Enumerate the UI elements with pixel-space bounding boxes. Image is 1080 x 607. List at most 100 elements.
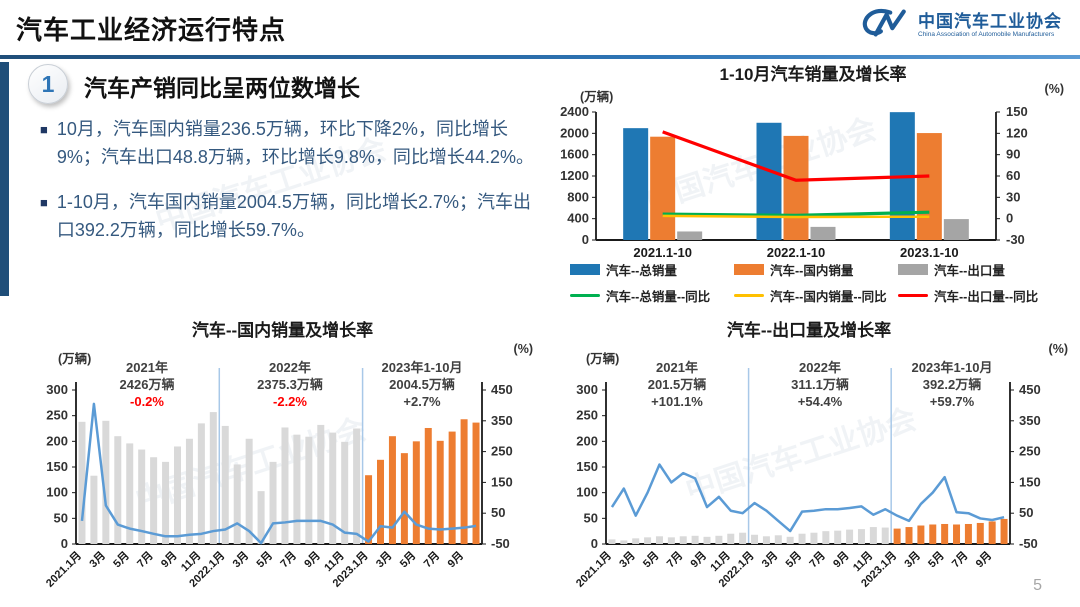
svg-text:150: 150: [576, 459, 598, 474]
svg-text:100: 100: [576, 485, 598, 500]
svg-text:7月: 7月: [949, 549, 970, 570]
svg-text:150: 150: [1019, 474, 1041, 489]
right-axis-unit: (%): [513, 342, 533, 356]
right-axis-unit: (%): [1048, 342, 1068, 356]
annotation-total: 201.5万辆: [647, 376, 707, 392]
svg-text:7月: 7月: [134, 549, 155, 570]
monthly-chart-canvas: 0 50 100 150 200 250 300 -50 50 150 250 350 450 2021.…: [573, 368, 1041, 590]
svg-text:5月: 5月: [397, 549, 418, 570]
legend-item: 汽车--总销量--同比: [570, 286, 734, 305]
annotation-total: 311.1万辆: [791, 376, 849, 392]
legend-label: 汽车--总销量--同比: [606, 290, 711, 304]
legend-swatch-green-line: [570, 293, 600, 298]
annotation-growth: -0.2%: [130, 393, 164, 409]
svg-text:3月: 3月: [373, 549, 394, 570]
svg-text:9月: 9月: [445, 549, 466, 570]
annotation-period: 2023年1-10月: [381, 360, 463, 375]
monthly-chart-canvas: 0 50 100 150 200 250 300 -50 50 150 250 350 450 2021.…: [43, 368, 513, 590]
svg-text:800: 800: [567, 189, 589, 204]
legend-item: 汽车--国内销量: [734, 260, 898, 279]
svg-text:-50: -50: [1019, 536, 1038, 551]
svg-text:-50: -50: [491, 536, 510, 551]
svg-text:150: 150: [1006, 106, 1028, 119]
svg-text:3月: 3月: [230, 549, 251, 570]
legend-swatch-gray-bar: [898, 264, 928, 275]
logo-name-cn: 中国汽车工业协会: [918, 11, 1062, 31]
bullet-list: 10月，汽车国内销量236.5万辆，环比下降2%，同比增长9%；汽车出口48.8…: [40, 116, 548, 262]
annotation-2022: 2022年 311.1万辆 +54.4%: [791, 360, 849, 411]
legend-item: 汽车--国内销量--同比: [734, 286, 898, 305]
svg-text:30: 30: [1006, 189, 1020, 204]
svg-text:250: 250: [491, 444, 513, 459]
svg-text:9月: 9月: [830, 549, 851, 570]
legend-label: 汽车--出口量--同比: [934, 290, 1039, 304]
svg-text:-30: -30: [1006, 232, 1025, 247]
annotation-2022: 2022年 2375.3万辆 -2.2%: [257, 360, 323, 411]
bullet-square-icon: [40, 189, 48, 245]
svg-text:9月: 9月: [688, 549, 709, 570]
combo-chart-canvas: 0 400 800 1200 1600 2000 2400 -30 0 30 60 90 120 150 2…: [560, 106, 1028, 260]
svg-text:100: 100: [46, 485, 68, 500]
combo-plot: 0 400 800 1200 1600 2000 2400 -30 0 30 60 90 120 150 2…: [560, 106, 1028, 260]
monthly-bars: [78, 412, 480, 544]
annotation-2023: 2023年1-10月 2004.5万辆 +2.7%: [382, 360, 463, 411]
svg-text:50: 50: [54, 510, 68, 525]
monthly-yoy-line: [80, 402, 477, 545]
bullet-text: 10月，汽车国内销量236.5万辆，环比下降2%，同比增长9%；汽车出口48.8…: [56, 119, 534, 167]
svg-text:250: 250: [576, 408, 598, 423]
monthly-yoy-line: [610, 463, 1005, 533]
svg-text:2021.1月: 2021.1月: [573, 549, 614, 590]
svg-text:9月: 9月: [302, 549, 323, 570]
svg-text:50: 50: [491, 505, 505, 520]
svg-text:7月: 7月: [278, 549, 299, 570]
svg-text:200: 200: [576, 433, 598, 448]
svg-text:5月: 5月: [111, 549, 132, 570]
annotation-growth: -2.2%: [273, 393, 307, 409]
monthly-plot: 0 50 100 150 200 250 300 -50 50 150 250 350 450: [576, 368, 1041, 551]
svg-text:1600: 1600: [560, 147, 589, 162]
legend-label: 汽车--总销量: [606, 264, 677, 278]
svg-text:300: 300: [46, 382, 68, 397]
annotation-2023: 2023年1-10月 392.2万辆 +59.7%: [912, 360, 993, 411]
svg-text:300: 300: [576, 382, 598, 397]
svg-text:7月: 7月: [664, 549, 685, 570]
combo-bars: [623, 112, 969, 240]
legend-label: 汽车--国内销量: [770, 264, 854, 278]
svg-text:120: 120: [1006, 125, 1028, 140]
right-axis-unit: (%): [1044, 82, 1064, 96]
bullet-item: 10月，汽车国内销量236.5万辆，环比下降2%，同比增长9%；汽车出口48.8…: [40, 116, 548, 172]
svg-text:2021.1-10: 2021.1-10: [633, 245, 692, 260]
svg-text:250: 250: [46, 408, 68, 423]
svg-text:0: 0: [61, 536, 68, 551]
left-axis-unit: (万辆): [586, 352, 620, 366]
annotation-growth: +101.1%: [651, 393, 703, 409]
svg-text:5月: 5月: [925, 549, 946, 570]
svg-text:250: 250: [1019, 444, 1041, 459]
svg-text:90: 90: [1006, 147, 1020, 162]
logo-text: 中国汽车工业协会 China Association of Automobile…: [918, 11, 1062, 39]
annotation-2021: 2021年 2426万辆 -0.2%: [120, 360, 175, 411]
monthly-bars: [608, 518, 1008, 544]
annotation-period: 2021年: [126, 360, 168, 375]
svg-text:50: 50: [1019, 505, 1033, 520]
legend-item: 汽车--出口量--同比: [898, 286, 1062, 305]
annotation-period: 2023年1-10月: [911, 360, 993, 375]
svg-text:7月: 7月: [421, 549, 442, 570]
svg-text:9月: 9月: [973, 549, 994, 570]
annotation-growth: +54.4%: [797, 393, 843, 409]
combo-lines: [662, 130, 930, 219]
svg-text:5月: 5月: [783, 549, 804, 570]
logo-cm-icon: [858, 6, 910, 45]
annotation-period: 2021年: [656, 360, 698, 375]
left-accent-bar: [0, 62, 9, 296]
svg-text:2021.1月: 2021.1月: [43, 549, 84, 590]
svg-text:7月: 7月: [807, 549, 828, 570]
annotation-total: 392.2万辆: [922, 376, 982, 392]
svg-text:2023.1-10: 2023.1-10: [900, 245, 959, 260]
chart-total-sales-growth: 1-10月汽车销量及增长率 (万辆) (%) 0 400 800 1200 1600 20…: [556, 60, 1070, 310]
svg-text:3月: 3月: [617, 549, 638, 570]
org-logo: 中国汽车工业协会 China Association of Automobile…: [858, 6, 1062, 45]
